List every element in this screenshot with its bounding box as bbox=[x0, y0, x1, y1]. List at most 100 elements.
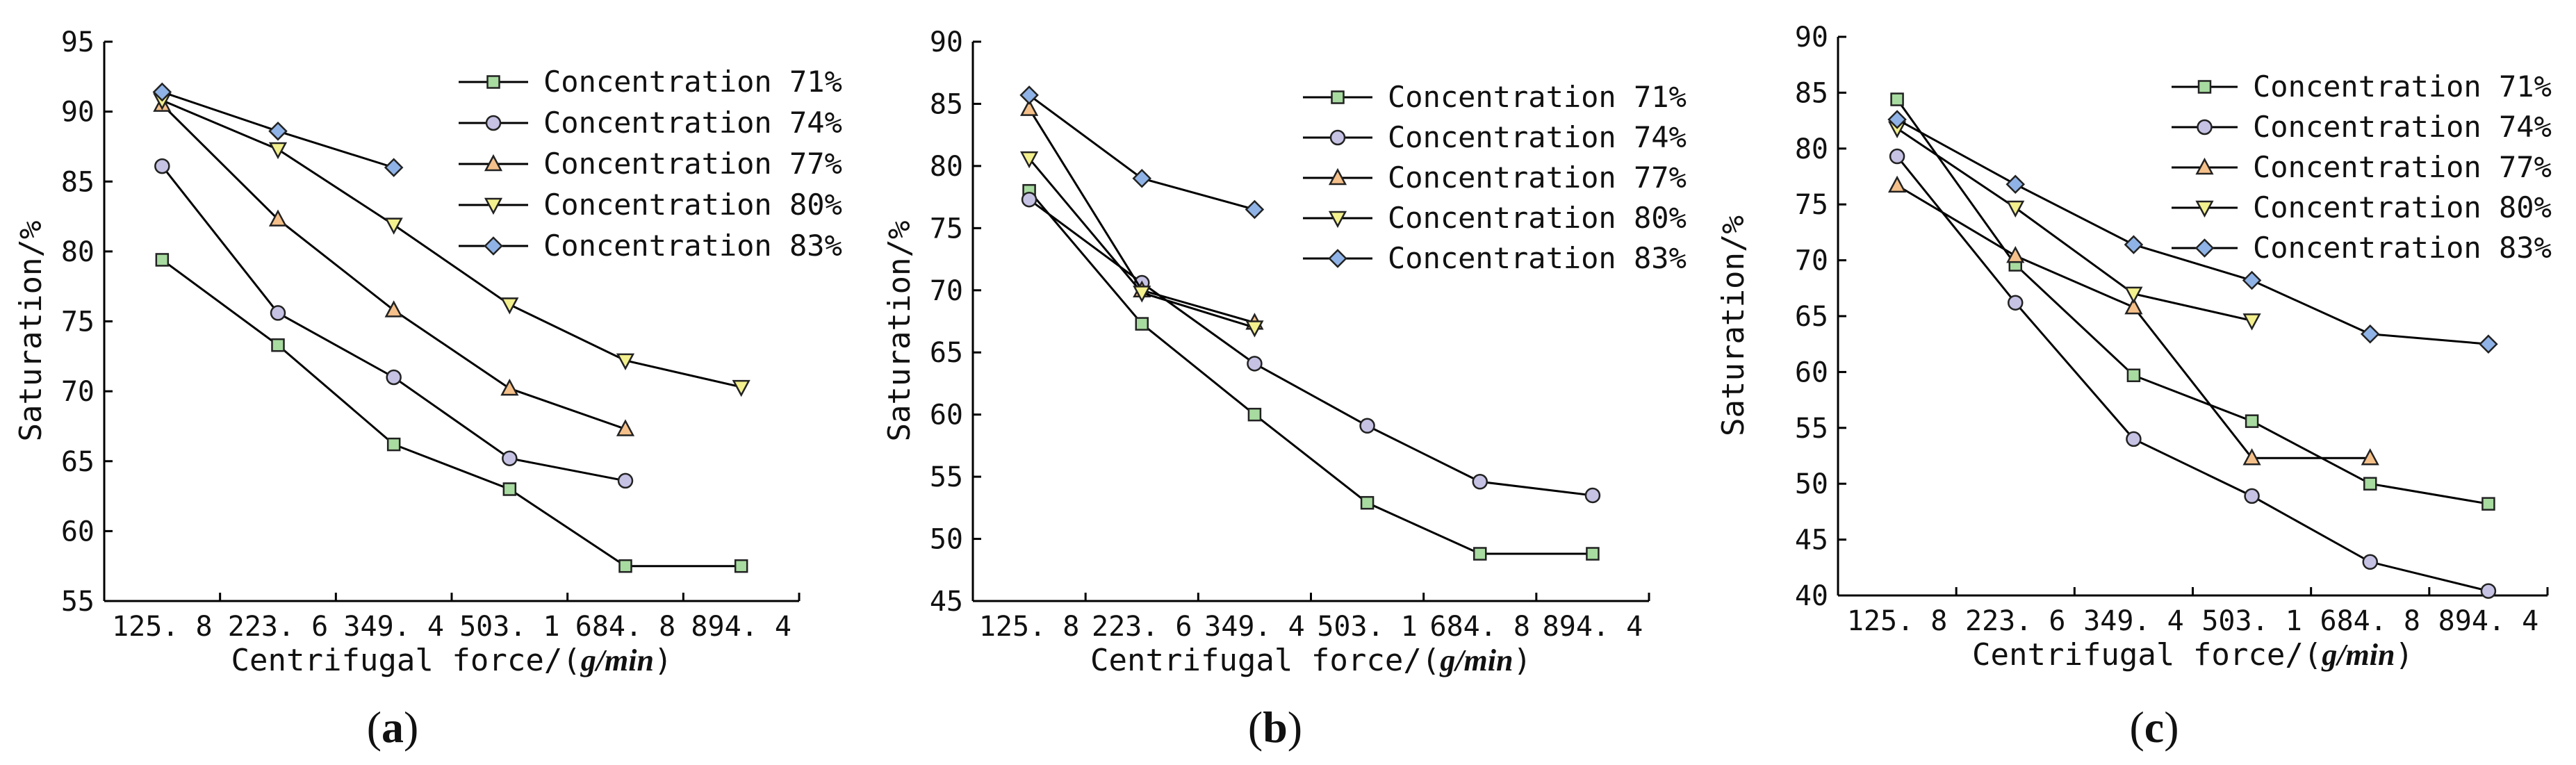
legend-label: Concentration 74% bbox=[543, 106, 842, 140]
legend-label: Concentration 77% bbox=[2253, 150, 2552, 184]
series-line bbox=[161, 258, 741, 568]
y-tick-label: 65 bbox=[930, 337, 963, 369]
x-axis-label-unit: g/min bbox=[2321, 638, 2395, 672]
data-point bbox=[2480, 583, 2497, 599]
series-line bbox=[1896, 99, 2489, 505]
series-line bbox=[1028, 94, 1255, 211]
data-point bbox=[500, 378, 519, 396]
x-axis-label: Centrifugal force/(g/min) bbox=[1090, 643, 1532, 678]
data-point bbox=[1132, 169, 1152, 188]
legend-label: Concentration 74% bbox=[2253, 110, 2552, 144]
data-point bbox=[155, 253, 170, 267]
legend-marker bbox=[486, 75, 500, 89]
y-tick-label: 80 bbox=[61, 236, 95, 268]
data-point bbox=[732, 379, 750, 397]
y-tick-label: 75 bbox=[930, 213, 963, 245]
data-point bbox=[154, 158, 170, 174]
x-axis-label-close: ) bbox=[654, 643, 673, 678]
series-line bbox=[1896, 184, 2370, 459]
legend-marker bbox=[1328, 211, 1347, 229]
y-tick-label: 45 bbox=[930, 586, 963, 618]
x-axis-label-text: Centrifugal force/( bbox=[1090, 643, 1440, 678]
data-point bbox=[1133, 286, 1151, 303]
data-point bbox=[2245, 414, 2259, 428]
data-point bbox=[1247, 407, 1262, 422]
y-tick-label: 85 bbox=[1795, 77, 1828, 109]
x-tick-label: 223. 6 bbox=[1965, 605, 2066, 637]
data-point bbox=[502, 450, 518, 466]
data-point bbox=[2242, 270, 2262, 290]
data-point bbox=[1586, 547, 1600, 561]
data-point bbox=[2242, 448, 2261, 466]
data-point bbox=[152, 82, 172, 102]
data-point bbox=[502, 482, 517, 496]
data-point bbox=[2124, 297, 2143, 315]
legend-label: Concentration 80% bbox=[2253, 190, 2552, 224]
x-axis-label-unit: g/min bbox=[1439, 643, 1513, 677]
series-circle bbox=[1889, 148, 2497, 599]
legend-marker bbox=[2194, 238, 2215, 258]
legend-marker bbox=[1328, 167, 1347, 186]
legend: Concentration 71% Concentration 74% Concen… bbox=[459, 65, 842, 263]
y-tick-label: 90 bbox=[1795, 22, 1828, 54]
x-tick-label: 684. 8 bbox=[2320, 605, 2421, 637]
x-axis-label-close: ) bbox=[2395, 637, 2413, 673]
x-tick-label: 503. 1 bbox=[2201, 605, 2302, 637]
legend-marker bbox=[1331, 90, 1345, 104]
x-tick-label: 684. 8 bbox=[1430, 611, 1531, 643]
data-point bbox=[1887, 110, 1907, 129]
y-tick-label: 80 bbox=[930, 151, 963, 183]
data-point bbox=[1247, 356, 1263, 372]
data-point bbox=[1019, 85, 1039, 105]
panel-label-open: ( bbox=[367, 702, 382, 752]
legend-label: Concentration 77% bbox=[1388, 161, 1687, 195]
data-point bbox=[1135, 317, 1149, 331]
data-point bbox=[268, 209, 288, 227]
x-tick-label: 125. 8 bbox=[979, 611, 1080, 643]
y-tick-label: 50 bbox=[1795, 468, 1828, 500]
data-point bbox=[2124, 235, 2144, 254]
data-point bbox=[616, 419, 635, 436]
panel-label: (b) bbox=[1248, 702, 1302, 752]
panel-label-letter: c bbox=[2144, 702, 2164, 752]
data-point bbox=[2363, 477, 2377, 491]
data-point bbox=[2244, 488, 2260, 504]
data-point bbox=[2006, 246, 2025, 263]
panel-label-letter: a bbox=[382, 702, 404, 752]
data-point bbox=[2479, 334, 2498, 354]
y-tick-label: 85 bbox=[61, 166, 95, 198]
y-tick-label: 40 bbox=[1795, 580, 1828, 612]
x-tick-label: 894. 4 bbox=[691, 611, 791, 643]
legend-marker bbox=[485, 115, 502, 131]
series-line bbox=[1896, 127, 2252, 322]
data-point bbox=[1890, 92, 1904, 106]
x-axis-label-text: Centrifugal force/( bbox=[231, 643, 581, 678]
data-point bbox=[1887, 175, 1907, 193]
legend: Concentration 71% Concentration 74% Concen… bbox=[2172, 69, 2552, 265]
x-axis-label: Centrifugal force/(g/min) bbox=[1972, 637, 2413, 673]
series-triangle bbox=[1887, 175, 2379, 466]
data-point bbox=[1245, 199, 1265, 220]
legend-marker bbox=[484, 154, 503, 172]
y-tick-label: 60 bbox=[930, 400, 963, 431]
y-tick-label: 45 bbox=[1795, 525, 1828, 557]
y-tick-label: 85 bbox=[930, 88, 963, 120]
panel-label-close: ) bbox=[1288, 702, 1302, 752]
series-circle bbox=[154, 158, 634, 489]
data-point bbox=[1584, 487, 1601, 504]
x-tick-label: 349. 4 bbox=[2083, 605, 2184, 637]
data-point bbox=[1019, 151, 1039, 169]
legend-marker bbox=[484, 236, 503, 256]
legend-marker bbox=[2197, 80, 2212, 94]
data-point bbox=[386, 437, 401, 452]
series-triangle bbox=[153, 94, 635, 436]
legend-label: Concentration 80% bbox=[543, 188, 842, 222]
data-point bbox=[384, 217, 403, 235]
y-tick-label: 70 bbox=[930, 275, 963, 307]
data-point bbox=[618, 559, 632, 573]
panel-label-letter: b bbox=[1263, 702, 1288, 752]
data-point bbox=[2126, 431, 2142, 447]
series-invtriangle bbox=[1887, 121, 2261, 331]
data-point bbox=[1889, 148, 1905, 165]
